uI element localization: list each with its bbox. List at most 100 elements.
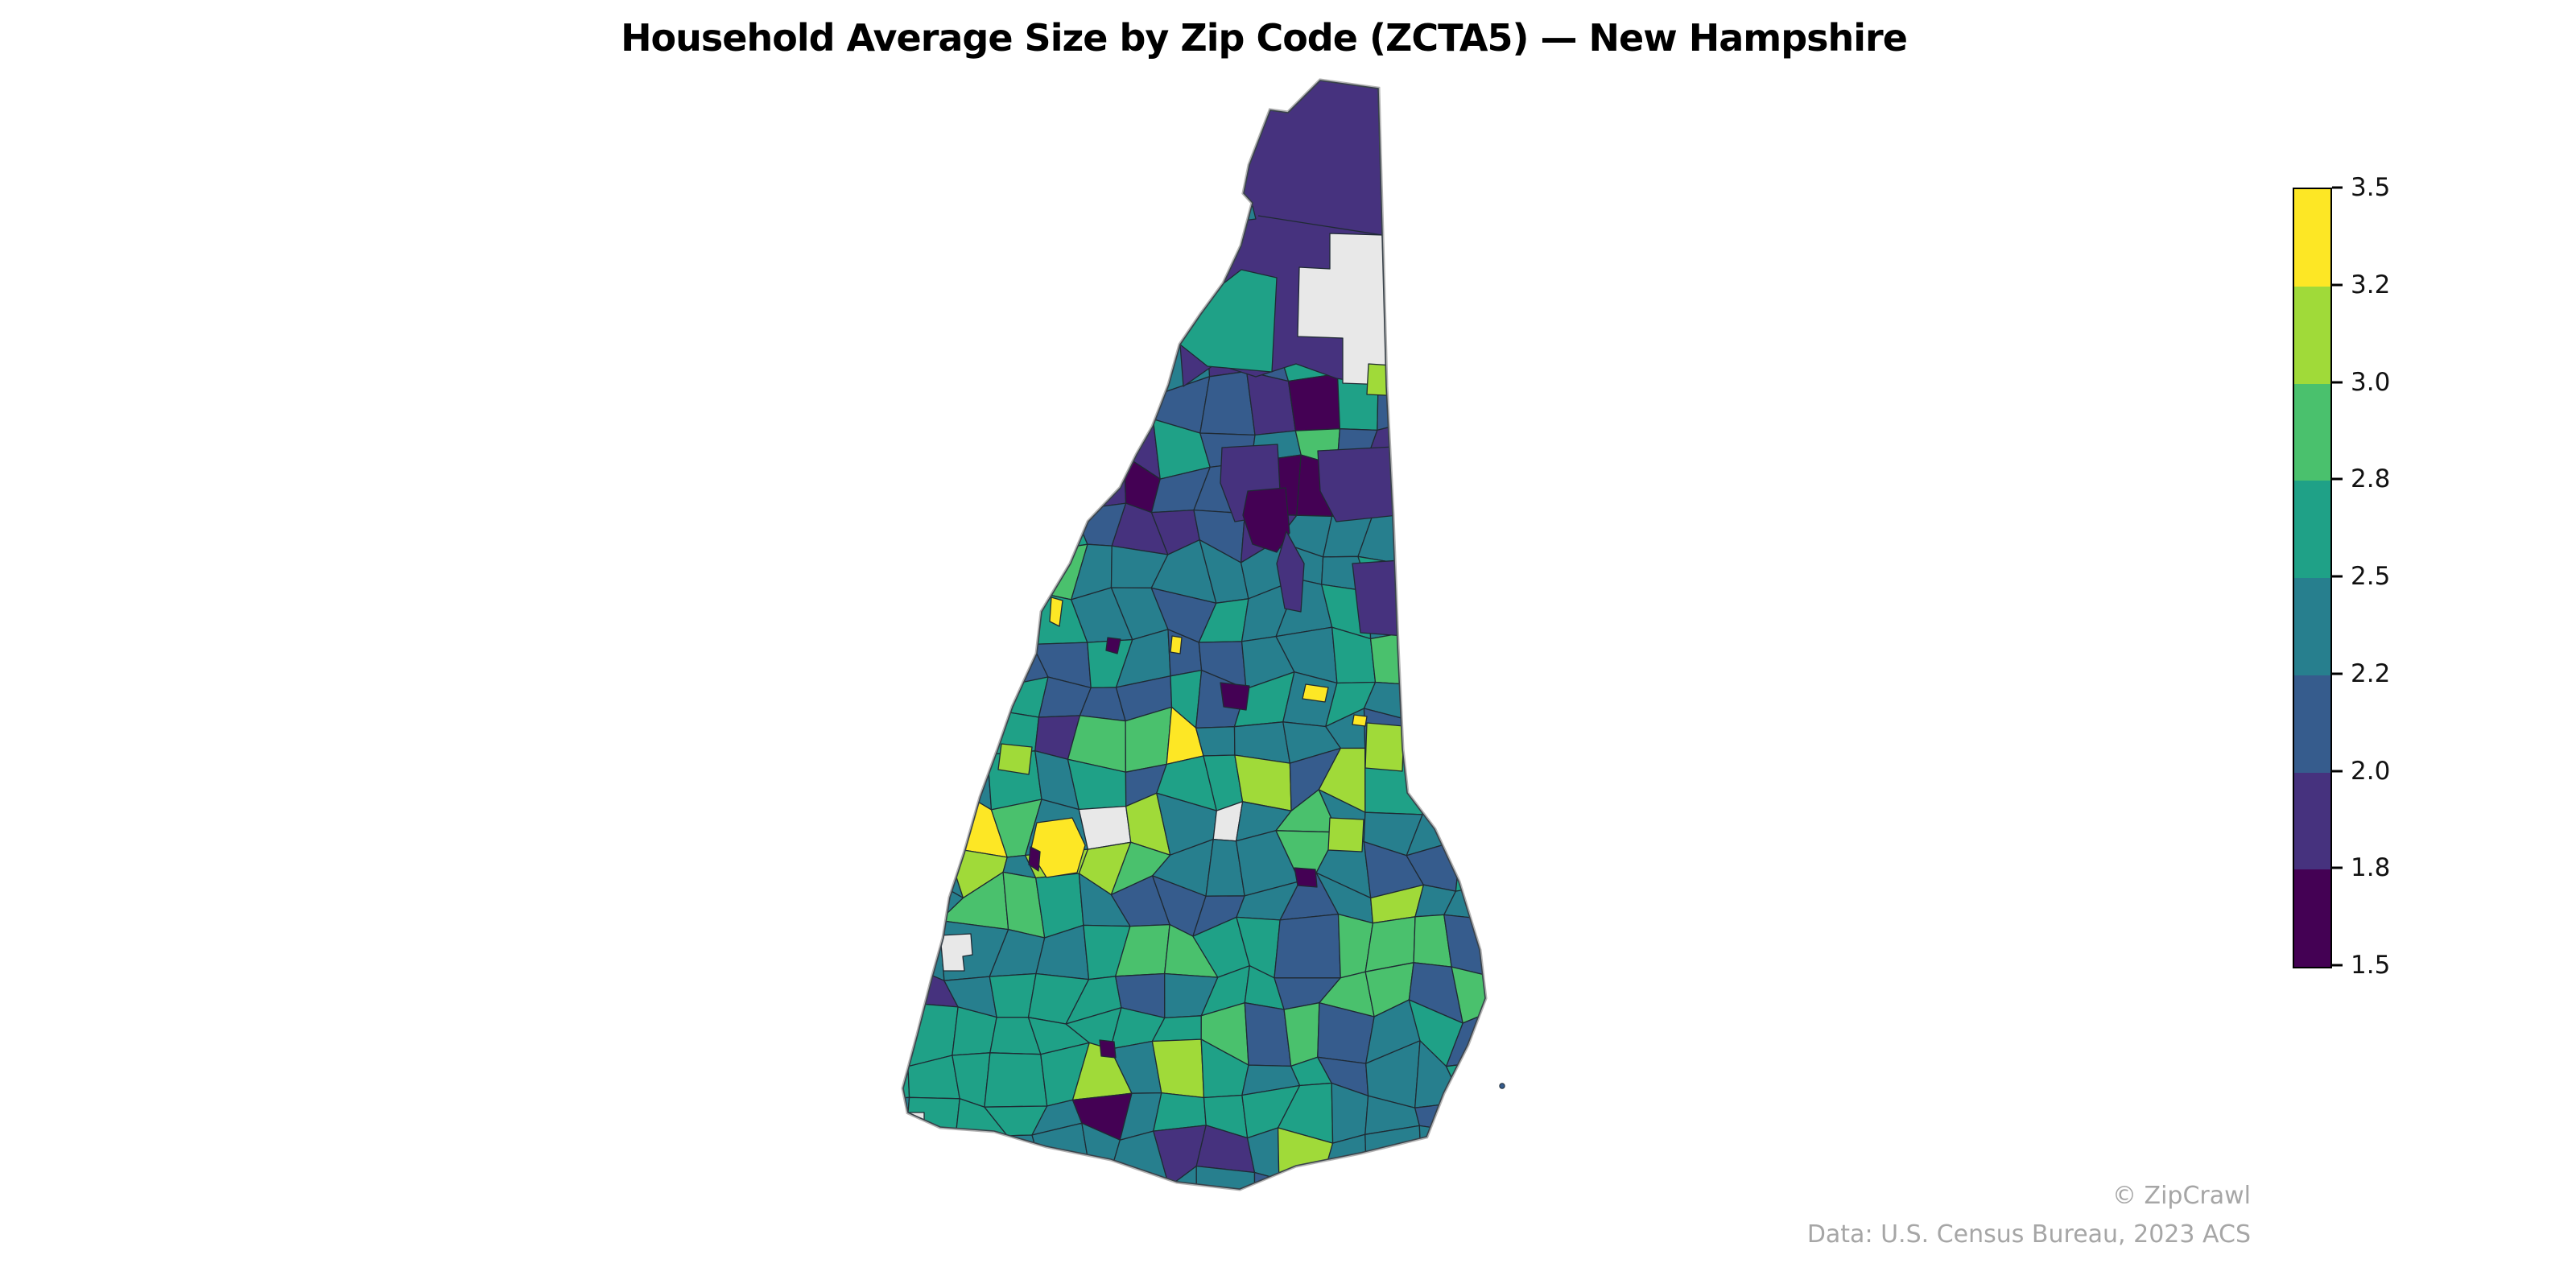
zcta-cell <box>1495 1137 1550 1187</box>
zcta-cell <box>1492 770 1538 801</box>
zcta-cell <box>1483 543 1485 597</box>
zcta-cell <box>1418 98 1460 142</box>
zcta-cell <box>1402 293 1457 348</box>
zcta-cell <box>1448 340 1485 396</box>
zcta-cell <box>903 1126 920 1181</box>
zcta-cell <box>1162 1165 1198 1189</box>
zcta-cell <box>1505 458 1550 519</box>
zcta-cell <box>919 80 956 146</box>
zcta-cell <box>959 537 1007 590</box>
zcta-cell <box>1153 1092 1207 1132</box>
zcta-cell <box>1448 295 1485 342</box>
colorbar-class-segment <box>2294 189 2330 287</box>
zcta-cell <box>1404 174 1463 225</box>
zcta-cell <box>941 203 1009 259</box>
zcta-cell <box>939 502 1007 543</box>
zcta-cell <box>1455 98 1485 135</box>
colorbar-tick-label: 2.2 <box>2351 658 2391 688</box>
zcta-cell <box>1503 1051 1548 1106</box>
zcta-cell <box>1364 1125 1422 1184</box>
zcta-cell <box>984 1052 1048 1108</box>
zcta-cell <box>1119 80 1169 103</box>
zcta-cell <box>903 424 955 474</box>
zcta-cell <box>917 639 961 685</box>
zcta-cell <box>1501 515 1550 548</box>
yellow-sliver-west2 <box>1170 635 1183 654</box>
pittsburg-south-boundary <box>1257 215 1383 236</box>
colorbar-tick-label: 3.0 <box>2351 367 2391 397</box>
zcta-cell <box>903 717 917 773</box>
yellow-laconia <box>1302 683 1329 703</box>
zcta-cell <box>1078 211 1131 272</box>
state-outline <box>902 80 1486 1190</box>
colorbar-tick-mark <box>2332 866 2343 869</box>
zcta-cell <box>903 543 919 598</box>
zcta-cell <box>1112 180 1173 222</box>
zcta-cell <box>1451 966 1485 1024</box>
zcta-cell <box>1451 1129 1485 1188</box>
zcta-cell <box>903 181 916 204</box>
zcta-cell <box>955 133 1009 188</box>
zcta-cell <box>960 683 1001 712</box>
zcta-cell <box>1074 87 1128 134</box>
zcta-cell <box>919 312 962 347</box>
zcta-cell <box>1441 578 1485 638</box>
zcta-cell <box>1360 1180 1427 1189</box>
zcta-cell <box>914 140 957 184</box>
zcta-cell <box>1492 212 1533 263</box>
colorbar-tick-label: 1.8 <box>2351 853 2391 883</box>
zcta-cell <box>1080 257 1131 303</box>
zcta-cell <box>940 427 1002 477</box>
zcta-cell <box>1068 170 1118 223</box>
zcta-cell <box>1236 80 1300 86</box>
zcta-cell <box>1454 166 1485 228</box>
zcta-cell <box>1443 667 1485 732</box>
zcta-cell <box>997 584 1033 648</box>
zcta-cell <box>903 387 906 431</box>
zcta-cell <box>903 917 912 967</box>
zcta-cell <box>908 255 956 313</box>
zcta-cell <box>1205 135 1250 188</box>
zcta-cell <box>1287 373 1341 431</box>
zcta-cell <box>1460 798 1485 840</box>
zcta-cell <box>1455 838 1485 892</box>
zcta-cell <box>1170 180 1213 222</box>
zcta-cell <box>903 341 924 391</box>
zcta-cell <box>903 80 925 143</box>
zcta-cell <box>1421 1170 1463 1189</box>
zcta-cell <box>1033 302 1087 349</box>
dark-spot-hanover <box>1105 637 1121 654</box>
colorbar: 1.5 1.8 2.0 2.2 2.5 2.8 3.0 3.2 3.5 <box>2293 173 2502 980</box>
zcta-cell <box>1492 251 1540 311</box>
zcta-cell <box>903 1096 910 1148</box>
zcta-cell <box>1036 118 1080 176</box>
yellow-small <box>1352 714 1368 727</box>
zcta-cell <box>1074 371 1133 419</box>
colorbar-tick-mark <box>2332 186 2343 189</box>
zcta-cell <box>1443 720 1485 774</box>
zcta-cell <box>1199 370 1256 436</box>
zcta-cell <box>1457 457 1485 516</box>
zcta-cell <box>1484 340 1485 396</box>
island-zip-dot <box>1499 1083 1505 1089</box>
zcta-cell <box>997 537 1045 591</box>
zcta-cell <box>985 175 1038 214</box>
zcta-cell <box>945 255 992 313</box>
colorbar-tick-mark <box>2332 672 2343 675</box>
zcta-cell <box>1412 683 1446 732</box>
zcta-cell <box>1024 376 1089 428</box>
yellowgreen-east <box>1364 722 1405 772</box>
zcta-cell <box>903 202 956 271</box>
zcta-cell <box>943 80 1009 146</box>
zcta-cell <box>1490 425 1542 458</box>
zcta-cell <box>991 426 1027 477</box>
zcta-cell <box>903 542 968 594</box>
colorbar-class-segment <box>2294 481 2330 578</box>
zcta-cell <box>903 181 957 227</box>
colorbar-tick-mark <box>2332 770 2343 772</box>
zcta-cell <box>1416 628 1445 686</box>
zcta-cell <box>1399 563 1456 592</box>
nodata-patch-1 <box>939 933 973 972</box>
zcta-cell <box>1026 468 1081 522</box>
